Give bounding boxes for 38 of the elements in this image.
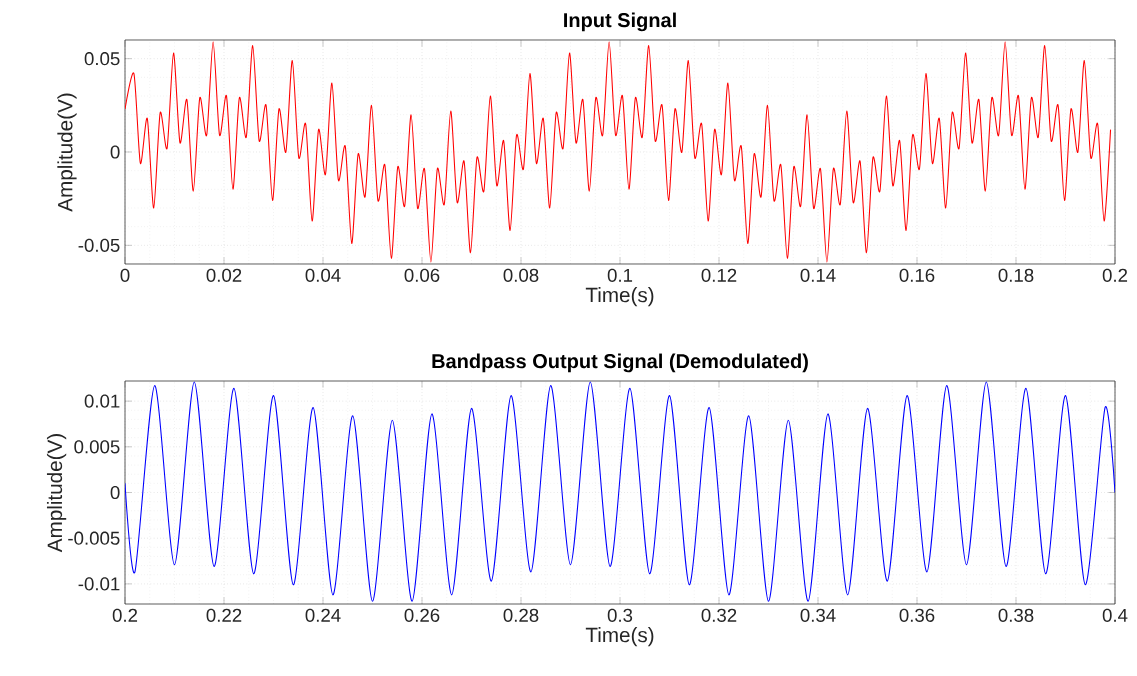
x-tick-label: 0.3 [607,608,633,622]
x-tick-label: 0.18 [998,268,1034,282]
x-tick-label: 0.16 [899,268,935,282]
x-tick-label: 0.34 [800,608,836,622]
y-tick-label: 0.005 [74,440,120,454]
x-tick-label: 0.02 [206,268,242,282]
x-tick-label: 0.1 [607,268,633,282]
line-series [125,381,1116,602]
x-tick-label: 0.38 [998,608,1034,622]
y-tick-label: -0.01 [78,577,120,591]
y-axis-title: Amplitude(V) [46,434,67,553]
y-tick-label: 0.05 [84,52,120,66]
x-axis-title: Time(s) [585,287,654,307]
x-tick-label: 0.28 [503,608,539,622]
x-tick-label: 0 [120,268,130,282]
x-tick-label: 0.36 [899,608,935,622]
x-tick-label: 0.14 [800,268,836,282]
y-tick-label: 0 [110,145,120,159]
x-tick-label: 0.32 [701,608,737,622]
x-tick-label: 0.24 [305,608,341,622]
x-tick-label: 0.22 [206,608,242,622]
y-tick-label: -0.05 [78,238,120,252]
x-tick-label: 0.4 [1102,608,1128,622]
y-tick-label: 0.01 [84,394,120,408]
chart-title: Input Signal [564,12,676,32]
y-tick-label: 0 [110,485,120,500]
x-tick-label: 0.04 [305,268,341,282]
x-tick-label: 0.12 [701,268,737,282]
x-tick-label: 0.08 [503,268,539,282]
x-tick-label: 0.26 [404,608,440,622]
chart-title: Bandpass Output Signal (Demodulated) [432,353,808,373]
y-tick-label: -0.005 [68,531,120,545]
y-axis-title: Amplitude(V) [57,93,77,212]
x-axis-title: Time(s) [585,627,654,647]
x-tick-label: 0.2 [112,608,138,622]
line-series [125,41,1112,263]
x-tick-label: 0.2 [1102,268,1128,282]
x-tick-label: 0.06 [404,268,440,282]
